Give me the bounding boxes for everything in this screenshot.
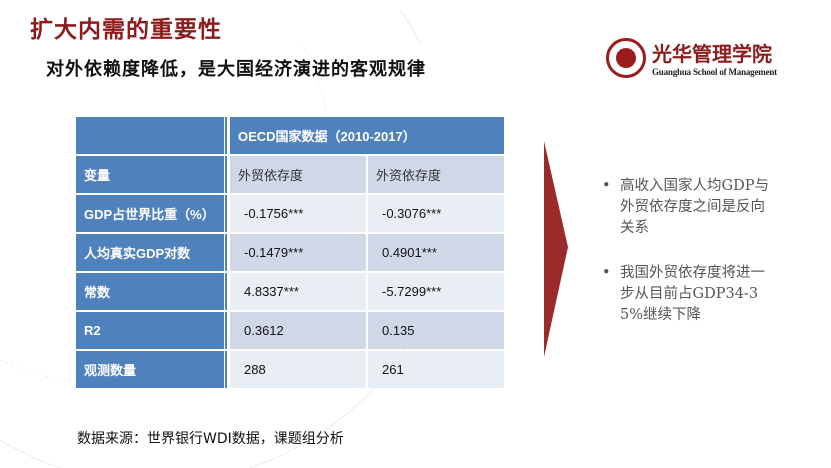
arrow-shape [544,141,568,357]
cell: -0.1479*** [230,234,366,271]
bullet-item: 高收入国家人均GDP与外贸依存度之间是反向关系 [600,176,770,239]
cell: 0.135 [367,312,504,349]
cell: -0.1756*** [230,195,366,232]
row-label: 常数 [76,273,228,310]
table-row: 变量 外贸依存度 外资依存度 [76,156,504,193]
row-label: GDP占世界比重（%） [76,195,228,232]
slide-title: 扩大内需的重要性 [30,17,222,43]
column-header: 外贸依存度 [230,156,366,193]
table-row: 人均真实GDP对数 -0.1479*** 0.4901*** [76,234,504,271]
table-row: 观测数量 288 261 [76,351,504,388]
table-row: 常数 4.8337*** -5.7299*** [76,273,504,310]
chevron-arrow-icon [544,141,568,357]
cell: 288 [230,351,366,388]
slide-subtitle: 对外依赖度降低，是大国经济演进的客观规律 [46,59,426,80]
var-label: 变量 [76,156,228,193]
table-header-row: OECD国家数据（2010-2017） [76,117,504,154]
logo-name-en: Guanghua School of Management [652,67,777,77]
header-empty-cell [76,117,228,154]
peking-university-seal-icon [606,38,646,78]
column-header: 外资依存度 [367,156,504,193]
cell: 261 [367,351,504,388]
cell: 4.8337*** [230,273,366,310]
group-header: OECD国家数据（2010-2017） [230,117,504,154]
regression-table: OECD国家数据（2010-2017） 变量 外贸依存度 外资依存度 GDP占世… [74,115,506,390]
cell: -0.3076*** [367,195,504,232]
table-row: GDP占世界比重（%） -0.1756*** -0.3076*** [76,195,504,232]
logo-name-cn: 光华管理学院 [652,42,772,66]
cell: 0.3612 [230,312,366,349]
cell: -5.7299*** [367,273,504,310]
bullet-list: 高收入国家人均GDP与外贸依存度之间是反向关系 我国外贸依存度将进一步从目前占G… [600,176,770,350]
cell: 0.4901*** [367,234,504,271]
table-row: R2 0.3612 0.135 [76,312,504,349]
row-label: 观测数量 [76,351,228,388]
guanghua-logo: 光华管理学院 Guanghua School of Management [606,38,791,82]
row-label: 人均真实GDP对数 [76,234,228,271]
bullet-item: 我国外贸依存度将进一步从目前占GDP34-35%继续下降 [600,263,770,326]
row-label: R2 [76,312,228,349]
data-source-note: 数据来源：世界银行WDI数据，课题组分析 [77,431,344,447]
